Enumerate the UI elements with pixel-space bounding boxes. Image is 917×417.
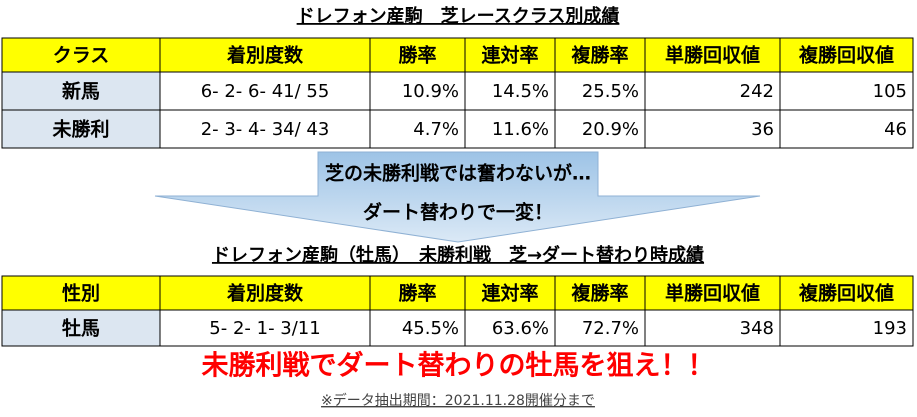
cell: [159, 37, 371, 73]
cell: [369, 109, 466, 149]
header-cell: クラス: [53, 45, 110, 67]
cell-text: 10.9%: [402, 81, 459, 102]
cell: [159, 71, 371, 111]
header-cell: 着別度数: [227, 282, 304, 305]
cell-text: 14.5%: [492, 81, 549, 102]
cell-text: 2- 3- 4- 34/ 43: [201, 119, 330, 140]
cell: [644, 275, 781, 311]
cell: [464, 109, 556, 149]
cell-text: 193: [873, 318, 907, 339]
cell-text: 348: [740, 318, 774, 339]
header-cell: 単勝回収値: [665, 44, 760, 67]
cell-text: 242: [740, 81, 774, 102]
header-cell: 勝率: [398, 44, 436, 67]
footnote: ※データ抽出期間：2021.11.28開催分まで: [321, 392, 595, 409]
cell: [464, 71, 556, 111]
header-cell: 複勝回収値: [798, 282, 894, 305]
cell: [554, 71, 646, 111]
cell: [779, 71, 914, 111]
cell: [554, 109, 646, 149]
cell: [554, 275, 646, 311]
cell: [644, 109, 781, 149]
header-cell: 複勝率: [570, 282, 628, 305]
header-cell: 着別度数: [227, 44, 304, 67]
header-cell: 連対率: [481, 282, 538, 305]
cell: [1, 275, 161, 311]
table-title: ドレフォン産駒 芝レースクラス別成績: [297, 5, 620, 27]
cell-text: 未勝利: [51, 118, 109, 141]
arrow-text: 芝の未勝利戦では奮わないが…: [325, 162, 591, 185]
cell-text: 46: [884, 119, 907, 140]
cell-text: 牡馬: [62, 318, 100, 340]
cell-text: 63.6%: [492, 318, 549, 339]
header-cell: 複勝率: [570, 44, 628, 67]
cell: [644, 37, 781, 73]
cell-text: 72.7%: [582, 318, 639, 339]
header-cell: 勝率: [398, 282, 436, 305]
cell: [369, 309, 466, 347]
cell-text: 6- 2- 6- 41/ 55: [201, 81, 330, 102]
arrow-text: ダート替わりで一変！: [363, 201, 553, 224]
header-cell: 性別: [62, 282, 100, 305]
slogan: 未勝利戦でダート替わりの牡馬を狙え！！: [202, 350, 715, 382]
cell-text: 5- 2- 1- 3/11: [209, 318, 320, 339]
cell-text: 36: [751, 119, 774, 140]
cell: [1, 71, 161, 111]
header-cell: 連対率: [481, 44, 538, 67]
cell: [779, 109, 914, 149]
cell-text: 新馬: [62, 80, 100, 103]
cell: [159, 109, 371, 149]
cell-text: 11.6%: [492, 119, 549, 140]
cell: [1, 109, 161, 149]
cell: [644, 71, 781, 111]
cell: [779, 37, 914, 73]
cell-text: 25.5%: [582, 81, 639, 102]
cell-text: 45.5%: [402, 318, 459, 339]
cell-text: 20.9%: [582, 119, 639, 140]
header-cell: 単勝回収値: [665, 282, 760, 305]
header-cell: 複勝回収値: [798, 44, 894, 67]
cell: [159, 275, 371, 311]
cell-text: 105: [873, 81, 907, 102]
arrow-shape: [154, 151, 761, 243]
cell: [464, 309, 556, 347]
table-title: ドレフォン産駒（牡馬） 未勝利戦 芝→ダート替わり時成績: [212, 244, 704, 266]
cell: [1, 309, 161, 347]
cell: [464, 37, 556, 73]
cell: [159, 309, 371, 347]
cell: [779, 309, 914, 347]
cell-text: 4.7%: [413, 119, 459, 140]
